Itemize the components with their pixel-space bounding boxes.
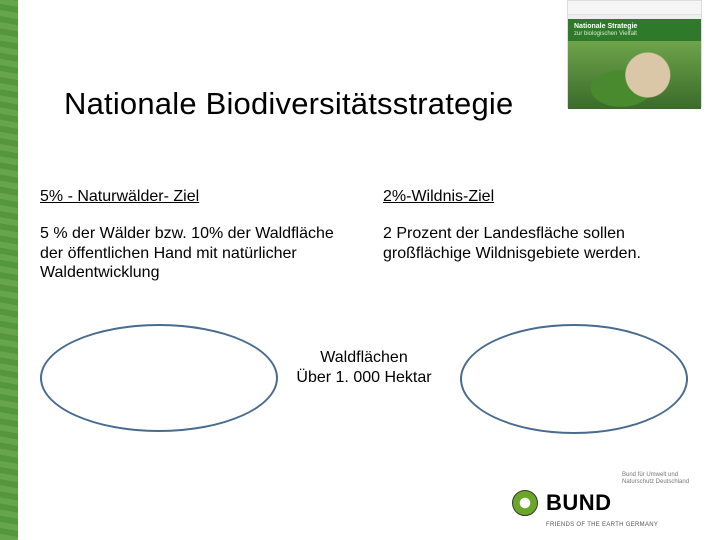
booklet-thumbnail: Nationale Strategie zur biologischen Vie… bbox=[567, 0, 702, 108]
booklet-banner-line2: zur biologischen Vielfalt bbox=[574, 31, 695, 38]
left-column-body: 5 % der Wälder bzw. 10% der Waldfläche d… bbox=[40, 224, 345, 283]
booklet-photo bbox=[568, 41, 701, 109]
page-title: Nationale Biodiversitätsstrategie bbox=[64, 86, 513, 122]
venn-center-label: Waldflächen Über 1. 000 Hektar bbox=[40, 348, 688, 388]
left-column-heading: 5% - Naturwälder- Ziel bbox=[40, 188, 345, 206]
booklet-banner: Nationale Strategie zur biologischen Vie… bbox=[568, 19, 701, 41]
bund-logo-word: BUND bbox=[546, 490, 612, 516]
venn-center-line2: Über 1. 000 Hektar bbox=[40, 368, 688, 388]
right-column-heading: 2%-Wildnis-Ziel bbox=[383, 188, 688, 206]
footer-logo-block: Bund für Umwelt und Naturschutz Deutschl… bbox=[512, 472, 702, 530]
left-column: 5% - Naturwälder- Ziel 5 % der Wälder bz… bbox=[40, 188, 345, 283]
bund-logo-subtitle: FRIENDS OF THE EARTH GERMANY bbox=[546, 522, 658, 528]
right-column: 2%-Wildnis-Ziel 2 Prozent der Landesfläc… bbox=[383, 188, 688, 283]
bund-logo-icon bbox=[512, 490, 538, 516]
booklet-banner-line1: Nationale Strategie bbox=[574, 23, 695, 31]
left-green-stripe bbox=[0, 0, 18, 540]
two-column-goals: 5% - Naturwälder- Ziel 5 % der Wälder bz… bbox=[40, 188, 688, 283]
venn-center-line1: Waldflächen bbox=[40, 348, 688, 368]
booklet-header-bar bbox=[568, 1, 701, 15]
bund-logo-row: BUND bbox=[512, 490, 612, 516]
venn-diagram: Waldflächen Über 1. 000 Hektar bbox=[40, 316, 688, 456]
title-area: Nationale Biodiversitätsstrategie bbox=[64, 86, 513, 122]
right-column-body: 2 Prozent der Landesfläche sollen großfl… bbox=[383, 224, 688, 263]
footer-ministry-text: Bund für Umwelt und Naturschutz Deutschl… bbox=[622, 472, 702, 486]
